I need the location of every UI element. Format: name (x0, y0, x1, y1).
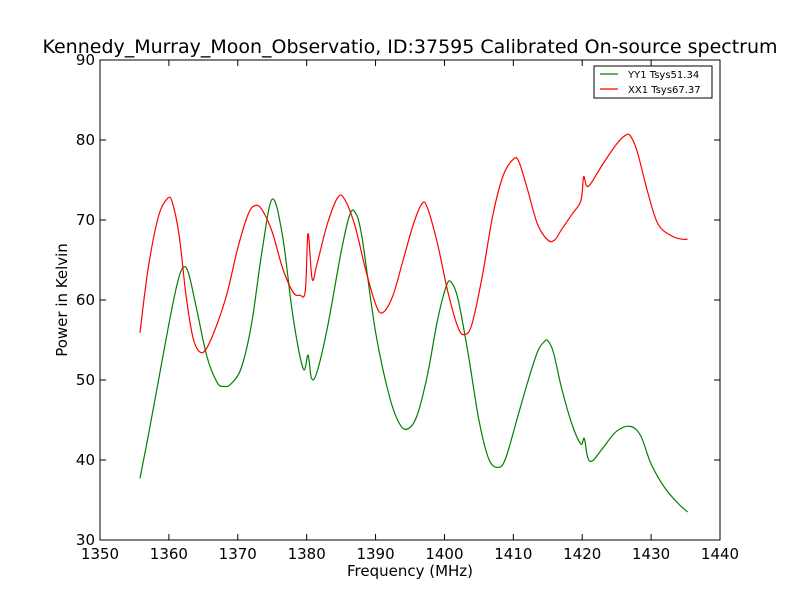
x-tick-label: 1350 (81, 545, 119, 563)
y-tick-label: 90 (76, 51, 95, 69)
y-tick-label: 60 (76, 291, 95, 309)
x-axis: 1350 1360 1370 1380 1390 1400 1410 1420 1430 1440 (81, 60, 739, 563)
series-line-xx1 (139, 133, 688, 354)
x-tick-label: 1420 (563, 545, 601, 563)
y-axis-label: Power in Kelvin (53, 243, 71, 357)
x-tick-label: 1430 (632, 545, 670, 563)
x-tick-label: 1380 (288, 545, 326, 563)
x-tick-label: 1440 (701, 545, 739, 563)
y-axis: 30 40 50 60 70 80 90 (76, 51, 720, 549)
x-tick-label: 1360 (150, 545, 188, 563)
chart-title: Kennedy_Murray_Moon_Observatio, ID:37595… (42, 36, 777, 58)
legend-label-yy1: YY1 Tsys51.34 (627, 70, 699, 81)
y-tick-label: 50 (76, 371, 95, 389)
legend: YY1 Tsys51.34 XX1 Tsys67.37 (593, 65, 713, 99)
x-tick-label: 1410 (494, 545, 532, 563)
x-tick-label: 1390 (356, 545, 394, 563)
y-tick-label: 40 (76, 451, 95, 469)
x-tick-label: 1400 (425, 545, 463, 563)
y-tick-label: 70 (76, 211, 95, 229)
x-tick-label: 1370 (219, 545, 257, 563)
x-axis-label: Frequency (MHz) (347, 562, 473, 580)
y-tick-label: 80 (76, 131, 95, 149)
legend-box (593, 65, 713, 99)
y-tick-label: 30 (76, 531, 95, 549)
series-line-yy1 (139, 198, 689, 513)
legend-label-xx1: XX1 Tsys67.37 (628, 85, 701, 96)
